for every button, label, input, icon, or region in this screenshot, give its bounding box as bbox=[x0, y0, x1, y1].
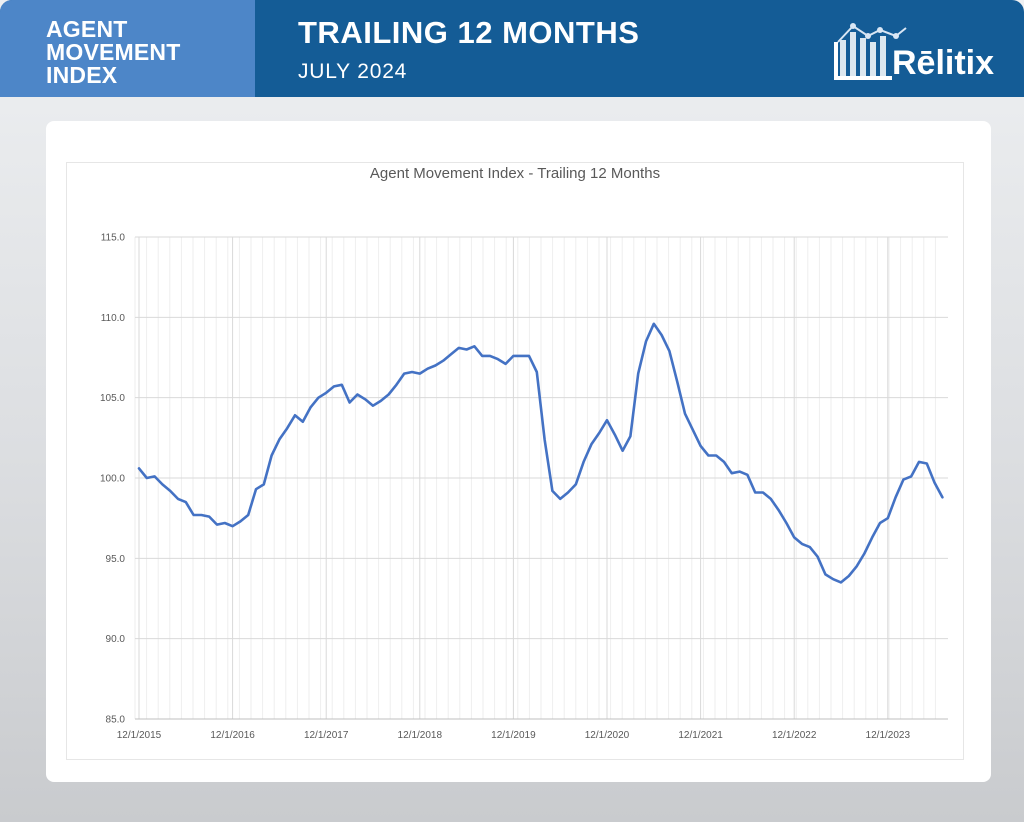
horizontal-gridlines bbox=[135, 236, 948, 720]
x-tick-label: 12/1/2023 bbox=[866, 730, 911, 741]
x-tick-label: 12/1/2016 bbox=[210, 730, 255, 741]
y-tick-label: 115.0 bbox=[101, 233, 126, 244]
chart-card bbox=[46, 121, 991, 782]
index-name-panel: AGENT MOVEMENT INDEX bbox=[0, 0, 255, 97]
index-name-line-2: MOVEMENT bbox=[46, 39, 181, 65]
report-date: JULY 2024 bbox=[298, 60, 408, 83]
x-axis-labels: 12/1/2015 12/1/2016 12/1/2017 12/1/2018 12/1… bbox=[117, 730, 911, 741]
x-tick-label: 12/1/2021 bbox=[678, 730, 723, 741]
x-tick-label: 12/1/2017 bbox=[304, 730, 349, 741]
x-tick-label: 12/1/2018 bbox=[398, 730, 443, 741]
chart-title: Agent Movement Index - Trailing 12 Month… bbox=[369, 165, 661, 182]
logo-chart-icon bbox=[834, 23, 907, 80]
y-tick-label: 100.0 bbox=[100, 474, 125, 485]
series-line-agent-movement-index bbox=[137, 322, 944, 584]
y-tick-label: 95.0 bbox=[106, 554, 126, 565]
header-bar: AGENT MOVEMENT INDEX TRAILING 12 MONTHS … bbox=[0, 0, 1024, 97]
y-axis-labels: 85.0 90.0 95.0 100.0 105.0 110.0 115.0 bbox=[100, 233, 125, 726]
index-name-line-1: AGENT bbox=[46, 16, 128, 42]
y-tick-label: 110.0 bbox=[101, 313, 126, 324]
y-tick-label: 90.0 bbox=[106, 634, 126, 645]
x-tick-label: 12/1/2020 bbox=[585, 730, 630, 741]
x-tick-label: 12/1/2015 bbox=[117, 730, 162, 741]
chart-frame bbox=[66, 162, 964, 760]
y-tick-label: 105.0 bbox=[100, 393, 125, 404]
relitix-logo: Rēlitix bbox=[826, 12, 1001, 86]
x-tick-label: 12/1/2019 bbox=[491, 730, 536, 741]
report-title: TRAILING 12 MONTHS bbox=[298, 15, 640, 50]
logo-wordmark: Rēlitix bbox=[892, 44, 995, 82]
y-tick-label: 85.0 bbox=[106, 715, 126, 726]
x-tick-label: 12/1/2022 bbox=[772, 730, 817, 741]
index-name-line-3: INDEX bbox=[46, 62, 118, 88]
